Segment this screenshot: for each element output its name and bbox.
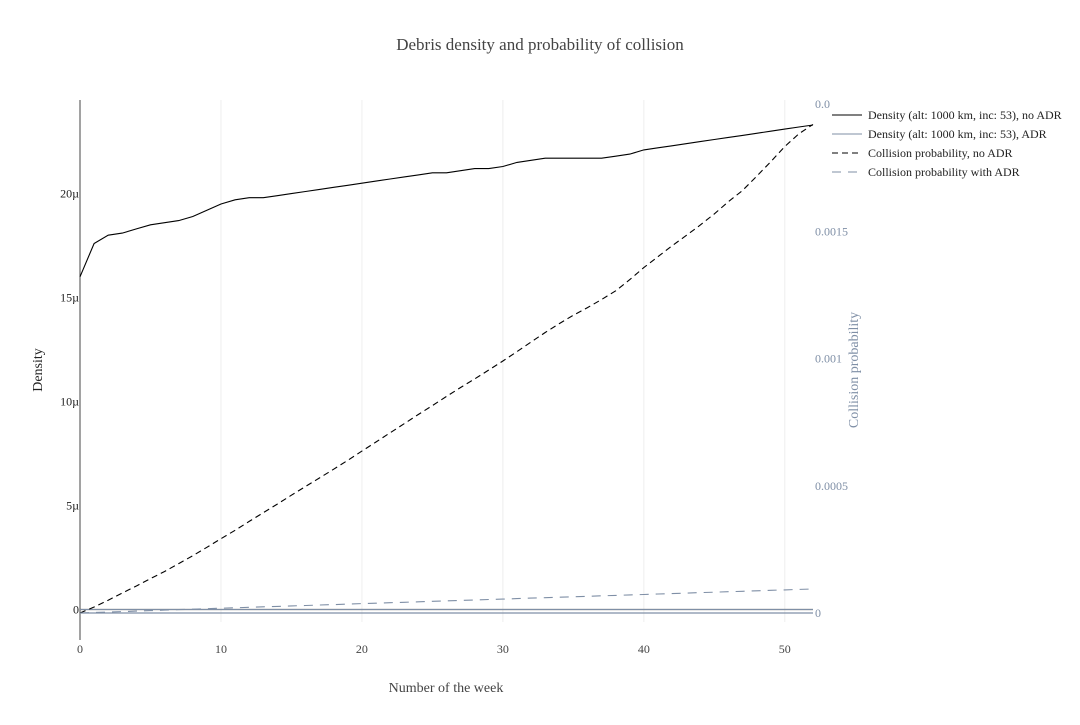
tick-labels: 0 10 20 30 40 50 0 5µ 10µ 15µ 20µ 0 0.0005 0.001 0.001… xyxy=(60,97,848,656)
legend-label-2: Density (alt: 1000 km, inc: 53), ADR xyxy=(868,127,1047,141)
x-tick-label: 10 xyxy=(215,642,227,656)
x-tick-label: 40 xyxy=(638,642,650,656)
y-tick-label: 0 xyxy=(73,603,79,617)
y2-tick-label: 0.0 xyxy=(815,97,830,111)
series-line-1 xyxy=(79,124,814,278)
x-tick-label: 50 xyxy=(779,642,791,656)
axes xyxy=(79,100,813,640)
y2-axis-label: Collision probability xyxy=(847,312,862,428)
legend-label-1: Density (alt: 1000 km, inc: 53), no ADR xyxy=(868,108,1062,122)
x-tick-label: 30 xyxy=(497,642,509,656)
y2-tick-label: 0.001 xyxy=(815,352,842,366)
x-tick-label: 20 xyxy=(356,642,368,656)
x-axis-label: Number of the week xyxy=(389,681,504,696)
y-tick-label: 5µ xyxy=(66,499,79,513)
chart-title: Debris density and probability of collis… xyxy=(396,35,684,54)
y-tick-label: 15µ xyxy=(60,291,79,305)
legend: Density (alt: 1000 km, inc: 53), no ADR D… xyxy=(832,108,1062,179)
y-axis-label: Density xyxy=(31,348,46,392)
y-tick-label: 20µ xyxy=(60,187,79,201)
series-lines xyxy=(79,123,814,614)
y-tick-label: 10µ xyxy=(60,395,79,409)
y2-tick-label: 0 xyxy=(815,606,821,620)
y2-tick-label: 0.0015 xyxy=(815,224,848,238)
series-line-4 xyxy=(79,588,814,614)
legend-label-3: Collision probability, no ADR xyxy=(868,146,1013,160)
series-line-3 xyxy=(79,123,814,614)
legend-label-4: Collision probability with ADR xyxy=(868,165,1020,179)
y2-tick-label: 0.0005 xyxy=(815,479,848,493)
x-tick-label: 0 xyxy=(77,642,83,656)
